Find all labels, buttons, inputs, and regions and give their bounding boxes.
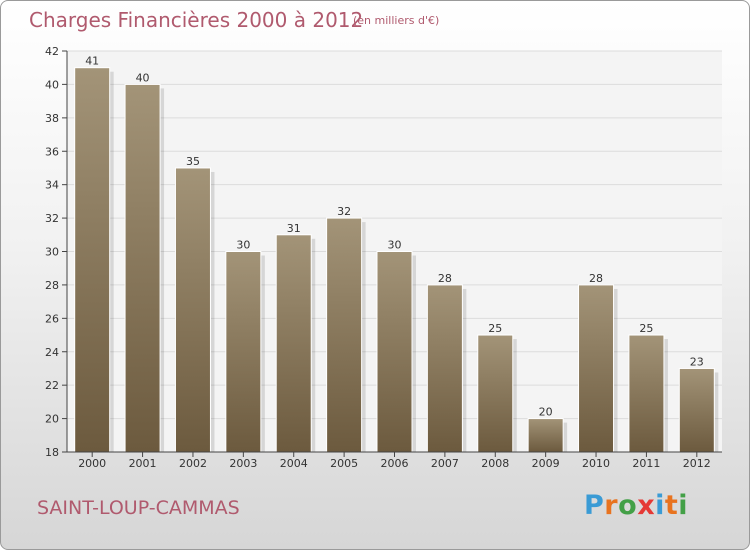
x-tick-label: 2008	[481, 457, 509, 470]
x-tick-label: 2003	[229, 457, 257, 470]
bar-2001	[124, 83, 161, 453]
bar-2002	[174, 167, 211, 453]
logo-letter: x	[637, 490, 656, 521]
chart-subtitle: (en milliers d'€)	[353, 14, 440, 27]
y-tick-label: 28	[45, 279, 59, 292]
y-tick-label: 22	[45, 379, 59, 392]
x-tick-label: 2001	[129, 457, 157, 470]
bar-2012	[678, 367, 715, 453]
y-tick-label: 18	[45, 446, 59, 459]
x-tick-label: 2006	[381, 457, 409, 470]
y-tick-label: 30	[45, 246, 59, 259]
y-tick-label: 42	[45, 45, 59, 58]
city-name: SAINT-LOUP-CAMMAS	[37, 497, 240, 519]
x-axis: 2000 2001 2002 2003 2004 2005 2006 2007 2008 2009…	[67, 451, 722, 470]
bars-group: 41 40 35 30 31 32 30 28 25 20 28 25 23	[74, 55, 719, 453]
bar-2007	[426, 284, 463, 453]
x-tick-label: 2007	[431, 457, 459, 470]
logo-letter: o	[618, 490, 638, 521]
x-tick-label: 2011	[632, 457, 660, 470]
x-tick-label: 2002	[179, 457, 207, 470]
logo-letter: P	[584, 490, 605, 521]
y-tick-label: 40	[45, 78, 59, 91]
chart-title: Charges Financières 2000 à 2012	[29, 8, 364, 32]
data-label-2006: 30	[388, 239, 402, 252]
y-tick-label: 24	[45, 346, 59, 359]
data-label-2004: 31	[287, 222, 301, 235]
data-label-2011: 25	[639, 322, 653, 335]
x-tick-label: 2009	[532, 457, 560, 470]
data-label-2008: 25	[488, 322, 502, 335]
y-tick-label: 38	[45, 112, 59, 125]
bar-2011	[628, 334, 665, 453]
data-label-2001: 40	[136, 71, 150, 84]
bar-2000	[74, 67, 111, 453]
y-tick-label: 36	[45, 145, 59, 158]
bar-2005	[326, 217, 363, 453]
y-tick-label: 26	[45, 312, 59, 325]
x-tick-label: 2010	[582, 457, 610, 470]
data-label-2003: 30	[236, 239, 250, 252]
logo-letter: i	[655, 490, 665, 521]
bar-2004	[275, 234, 312, 453]
y-tick-label: 34	[45, 179, 59, 192]
bar-2009	[527, 418, 564, 453]
bar-2008	[477, 334, 514, 453]
x-tick-label: 2004	[280, 457, 308, 470]
data-label-2007: 28	[438, 272, 452, 285]
logo-letter: t	[664, 490, 679, 521]
data-label-2010: 28	[589, 272, 603, 285]
data-label-2000: 41	[85, 55, 99, 68]
y-tick-label: 32	[45, 212, 59, 225]
x-tick-label: 2000	[78, 457, 106, 470]
proxiti-logo: Proxiti	[584, 490, 688, 521]
data-label-2009: 20	[539, 406, 553, 419]
bar-2010	[578, 284, 615, 453]
y-axis: 18 20 22 24 26 28 30 32 34 36 38 40 42	[45, 45, 68, 459]
logo-letter: r	[604, 490, 619, 521]
logo-letter: i	[678, 490, 689, 521]
data-label-2005: 32	[337, 205, 351, 218]
y-tick-label: 20	[45, 413, 59, 426]
x-tick-label: 2012	[683, 457, 711, 470]
x-tick-label: 2005	[330, 457, 358, 470]
bar-2006	[376, 251, 413, 453]
data-label-2012: 23	[690, 355, 704, 368]
bar-2003	[225, 251, 262, 453]
data-label-2002: 35	[186, 155, 200, 168]
